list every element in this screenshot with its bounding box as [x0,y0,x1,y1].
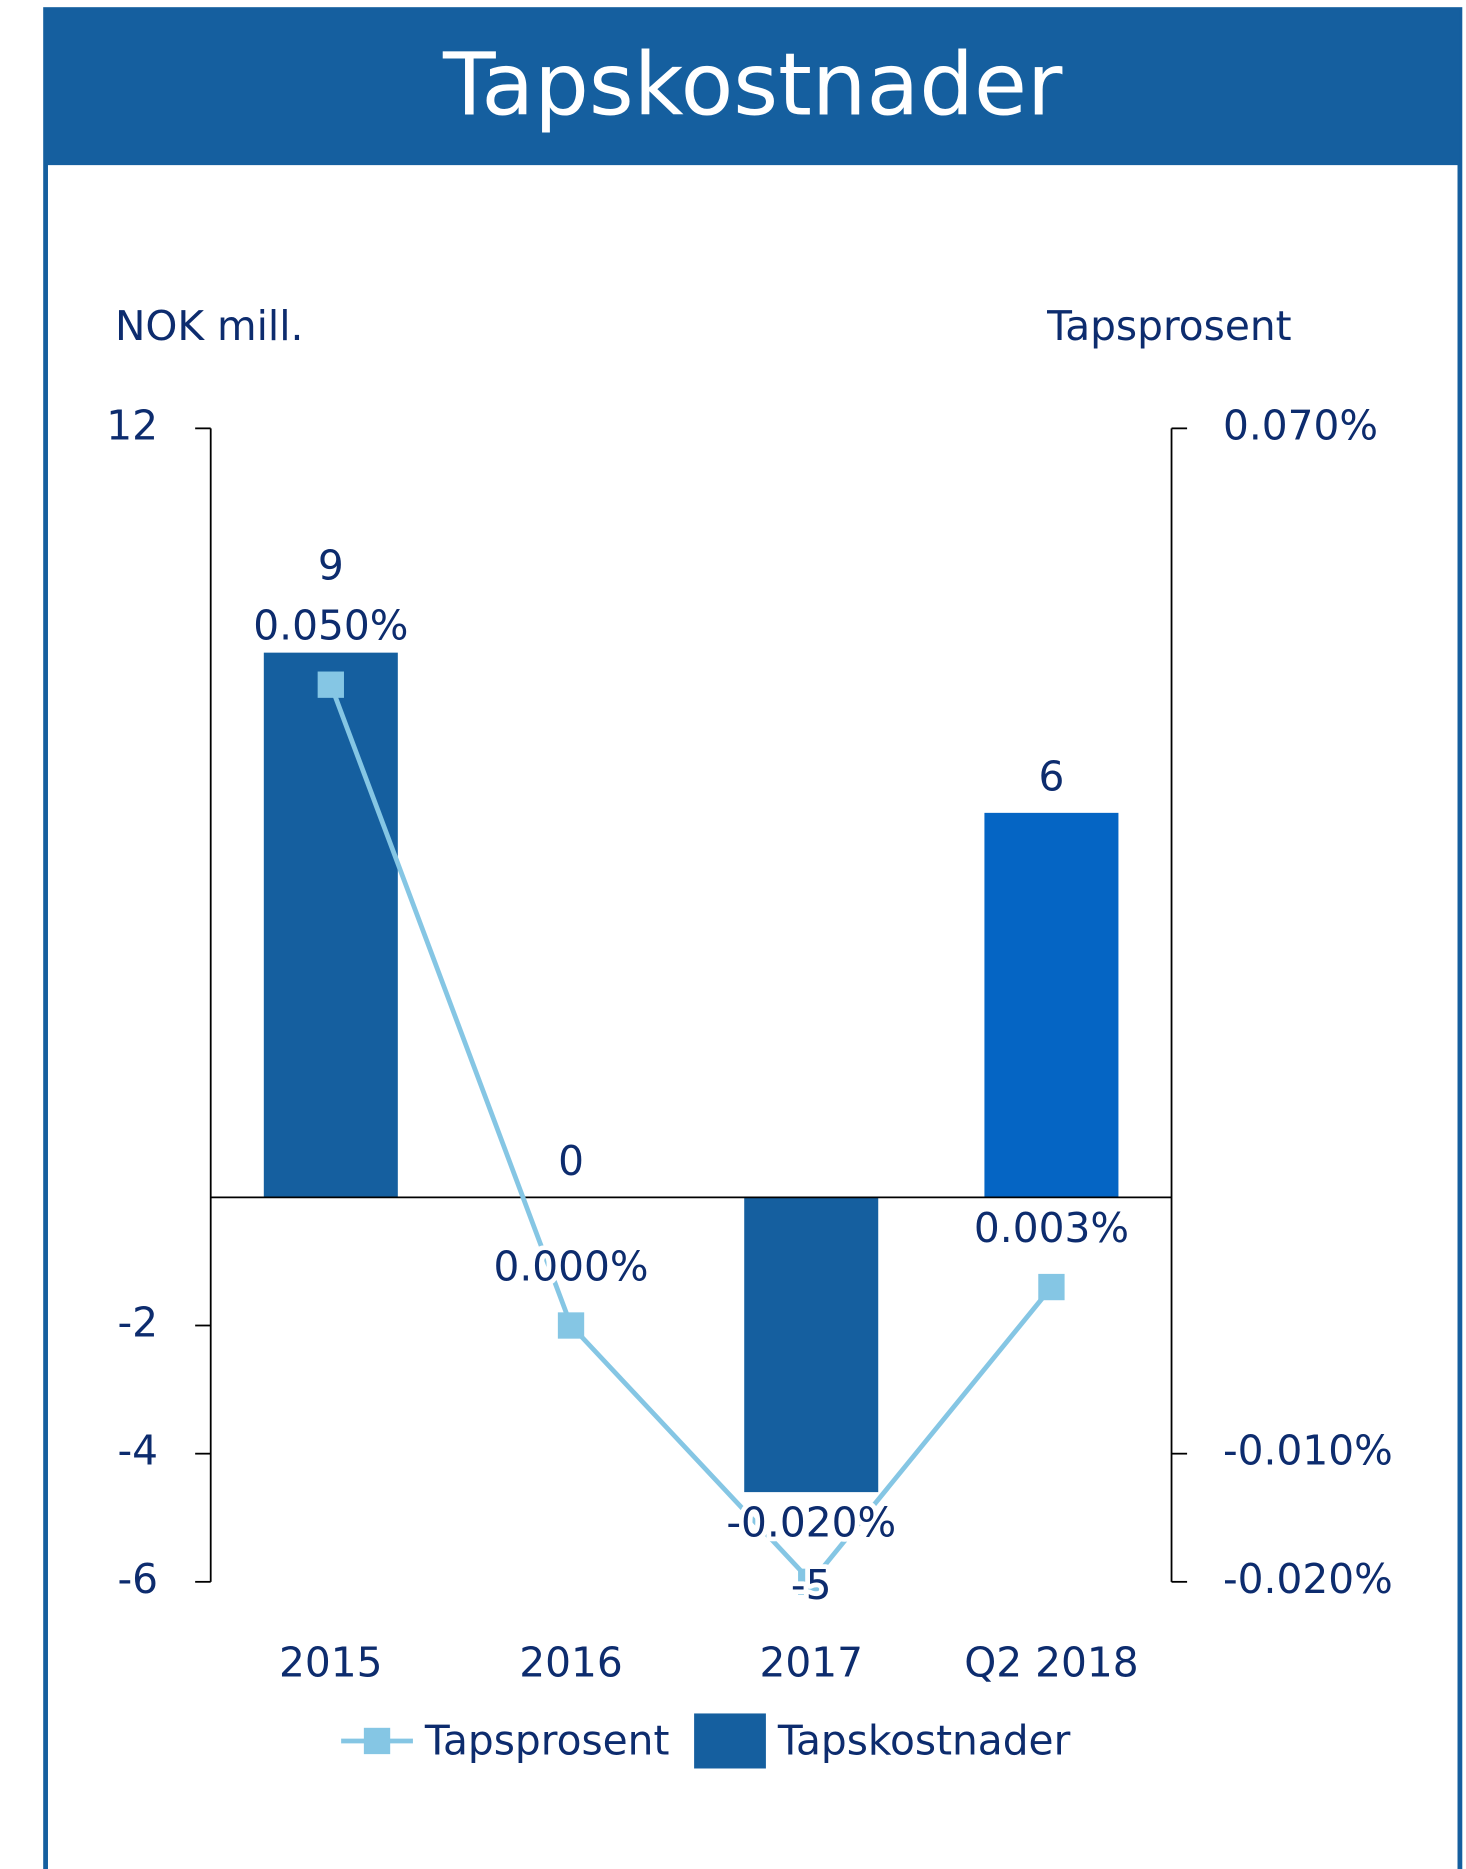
legend-swatch [694,1713,766,1769]
y2-tick-label: -0.020% [1223,1555,1393,1603]
marker [1038,1273,1065,1301]
x-tick-label: 2015 [279,1639,383,1687]
y-tick-label: 12 [106,401,158,449]
marker [798,1568,825,1595]
bar [744,1197,879,1493]
y-tick-label: -2 [117,1299,158,1347]
bar-value-label: 6 [1038,752,1064,800]
bar [984,812,1119,1198]
marker [557,1312,585,1339]
y2-tick-label: 0.070% [1223,401,1378,449]
x-tick-label: 2017 [759,1639,863,1687]
line-value-label: 0.050% [253,601,408,649]
y-axis-label: NOK mill. [115,302,303,350]
bar-value-label: 9 [318,542,344,590]
header [45,9,1460,166]
bar-value-label: -5 [791,1561,832,1609]
y-tick-label: -4 [117,1427,158,1475]
line-value-label: -0.020% [726,1499,896,1547]
marker [317,671,344,698]
bar-value-label: 0 [558,1137,584,1185]
line-value-label: 0.003% [974,1204,1129,1252]
legend-label: Tapskostnader [777,1716,1071,1764]
line [328,683,1054,1586]
x-tick-label: Q2 2018 [964,1639,1138,1687]
line-value-label: 0.000% [493,1242,648,1290]
chart-title: Tapskostnader [442,35,1063,135]
legend-marker [363,1727,391,1755]
bar [263,652,398,1198]
legend-label: Tapsprosent [424,1716,670,1764]
x-tick-label: 2016 [519,1639,623,1687]
y-tick-label: -6 [117,1555,158,1603]
y2-axis-label: Tapsprosent [1046,302,1292,350]
y2-tick-label: -0.010% [1223,1427,1393,1475]
